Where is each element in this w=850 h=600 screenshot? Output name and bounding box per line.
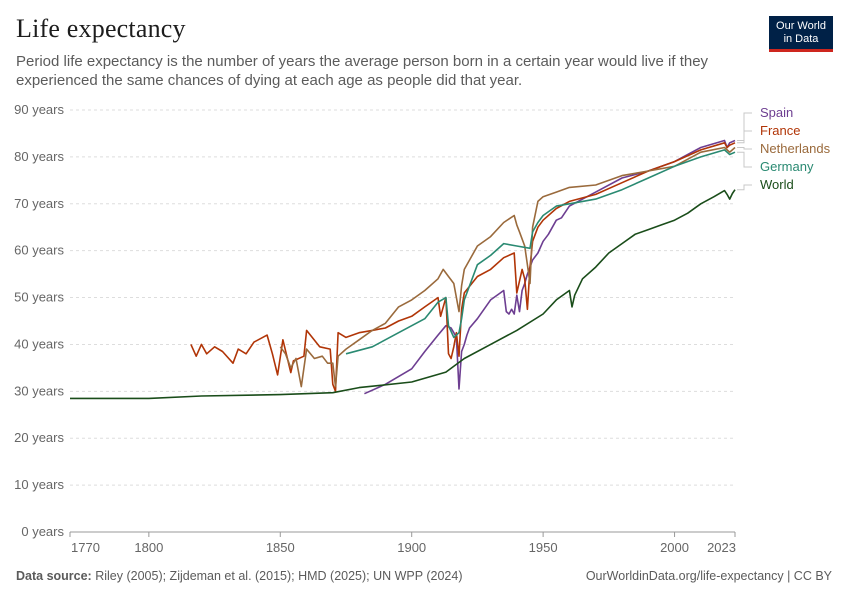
y-tick-label: 40 years: [14, 336, 64, 351]
y-tick-label: 20 years: [14, 430, 64, 445]
axis-layer: 0 years 10 years 20 years 30 years 40 years 5…: [14, 102, 736, 555]
x-tick-label: 1850: [266, 540, 295, 555]
legend-label-france[interactable]: France: [760, 123, 800, 138]
chart-title: Life expectancy: [16, 14, 186, 43]
x-tick-label: 1900: [397, 540, 426, 555]
y-tick-label: 30 years: [14, 383, 64, 398]
y-tick-label: 10 years: [14, 477, 64, 492]
data-source: Data source: Riley (2005); Zijdeman et a…: [16, 569, 463, 583]
chart-subtitle: Period life expectancy is the number of …: [16, 53, 709, 89]
y-tick-label: 0 years: [21, 524, 64, 539]
y-tick-label: 70 years: [14, 196, 64, 211]
legend-connector: [737, 151, 752, 168]
series-layer: [70, 139, 736, 400]
y-tick-label: 80 years: [14, 149, 64, 164]
x-tick-label: 1800: [134, 540, 163, 555]
data-source-text[interactable]: Riley (2005); Zijdeman et al. (2015); HM…: [95, 569, 463, 583]
logo-line-1: Our World: [776, 20, 826, 32]
legend-connector: [737, 184, 752, 191]
owid-logo[interactable]: Our World in Data: [769, 16, 833, 52]
series-line-netherlands[interactable]: [279, 146, 736, 388]
legend-connector: [737, 112, 752, 141]
series-line-world[interactable]: [70, 189, 736, 400]
legend-label-germany[interactable]: Germany: [760, 159, 814, 174]
series-line-spain[interactable]: [364, 139, 736, 395]
y-tick-label: 90 years: [14, 102, 64, 117]
x-tick-label: 1770: [71, 540, 100, 555]
x-tick-label: 1950: [529, 540, 558, 555]
credit-link[interactable]: OurWorldinData.org/life-expectancy | CC …: [585, 569, 832, 583]
x-tick-label: 2023: [707, 540, 736, 555]
x-tick-label: 2000: [660, 540, 689, 555]
legend-label-world[interactable]: World: [760, 177, 794, 192]
legend-label-spain[interactable]: Spain: [760, 105, 793, 120]
logo-line-2: in Data: [783, 33, 819, 45]
legend-layer: Spain France Netherlands Germany World: [737, 105, 831, 192]
y-tick-label: 50 years: [14, 290, 64, 305]
data-source-label: Data source:: [16, 569, 92, 583]
series-line-germany[interactable]: [345, 149, 736, 355]
legend-connector: [737, 130, 752, 144]
y-tick-label: 60 years: [14, 243, 64, 258]
series-line-france[interactable]: [190, 142, 736, 393]
legend-connector: [737, 147, 752, 150]
legend-label-netherlands[interactable]: Netherlands: [760, 141, 831, 156]
